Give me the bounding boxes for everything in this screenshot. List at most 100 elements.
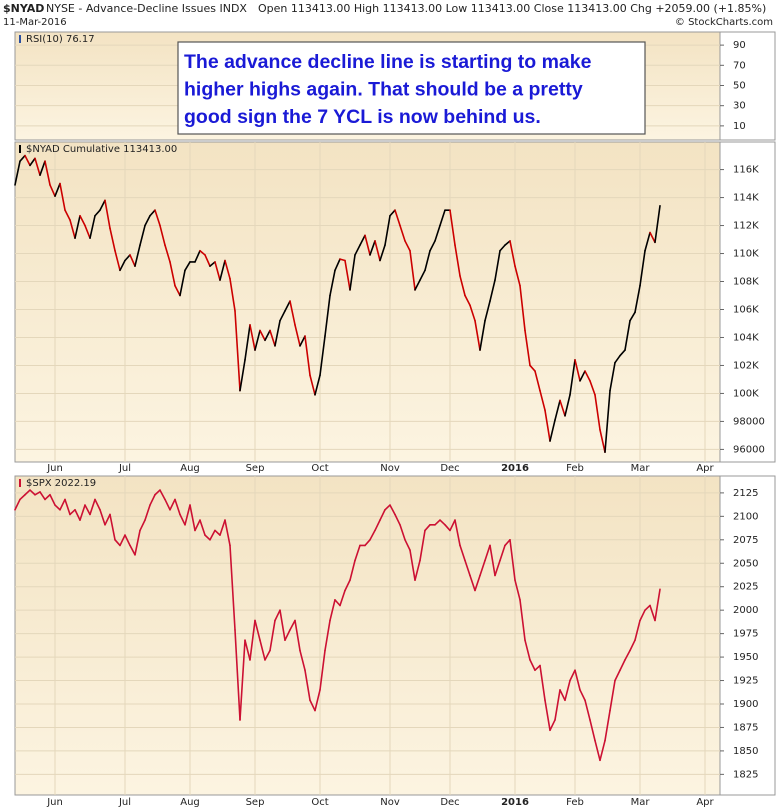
y-tick-label: 112K	[733, 221, 759, 232]
line-segment	[344, 579, 351, 592]
y-tick-label: 98000	[733, 416, 765, 427]
line-segment	[144, 214, 151, 227]
x-tick-label: Jul	[118, 463, 131, 474]
x-tick-label: Mar	[631, 463, 651, 474]
annotation-text: The advance decline line is starting to …	[184, 51, 592, 73]
line-segment	[479, 319, 486, 351]
line-segment	[534, 370, 541, 392]
line-segment	[364, 538, 371, 547]
line-segment	[579, 689, 586, 702]
line-segment	[504, 538, 511, 547]
line-segment	[174, 498, 181, 516]
line-segment	[544, 409, 551, 442]
line-segment	[79, 504, 86, 521]
annotation-box	[177, 41, 646, 135]
line-segment	[319, 649, 326, 691]
line-segment	[329, 599, 336, 622]
line-segment	[184, 261, 191, 272]
line-segment	[159, 489, 166, 501]
line-segment	[14, 498, 21, 511]
line-segment	[614, 354, 621, 364]
line-segment	[314, 689, 321, 712]
line-segment	[249, 324, 256, 351]
line-segment	[119, 259, 126, 272]
y-tick-label: 2075	[733, 535, 758, 546]
x-tick-label: Sep	[246, 797, 265, 808]
x-tick-label: Oct	[311, 797, 328, 808]
line-segment	[339, 589, 346, 607]
date: 11-Mar-2016	[3, 17, 67, 28]
line-segment	[624, 319, 631, 351]
line-segment	[649, 604, 656, 622]
line-segment	[444, 523, 451, 532]
line-segment	[224, 519, 231, 547]
line-segment	[459, 275, 466, 297]
line-segment	[554, 399, 561, 421]
line-segment	[294, 324, 301, 347]
panel-title: $SPX 2022.19	[26, 478, 96, 489]
line-segment	[469, 574, 476, 592]
x-tick-label: Jun	[46, 797, 63, 808]
line-segment	[519, 599, 526, 641]
line-segment	[294, 619, 301, 652]
line-segment	[44, 160, 51, 186]
line-segment	[24, 489, 31, 496]
panel-title: $NYAD Cumulative 113413.00	[26, 144, 177, 155]
x-tick-label: Nov	[380, 463, 400, 474]
line-segment	[349, 254, 356, 291]
line-segment	[49, 493, 56, 506]
line-segment	[259, 639, 266, 661]
line-segment	[409, 549, 416, 581]
y-tick-label: 110K	[733, 249, 759, 260]
line-segment	[654, 588, 661, 622]
annotation-text: good sign the 7 YCL is now behind us.	[184, 106, 541, 128]
y-tick-label: 2125	[733, 488, 758, 499]
line-segment	[564, 394, 571, 417]
line-segment	[74, 214, 81, 239]
line-segment	[484, 544, 491, 562]
line-segment	[394, 513, 401, 526]
line-segment	[49, 184, 56, 197]
line-segment	[59, 182, 66, 211]
y-tick-label: 2050	[733, 558, 758, 569]
line-segment	[39, 160, 46, 176]
line-segment	[154, 489, 161, 496]
line-segment	[289, 619, 296, 631]
line-segment	[494, 249, 501, 281]
line-segment	[94, 209, 101, 217]
line-segment	[474, 574, 481, 592]
line-segment	[524, 329, 531, 367]
line-segment	[489, 279, 496, 302]
line-segment	[89, 214, 96, 239]
line-segment	[614, 669, 621, 682]
line-segment	[334, 258, 341, 272]
line-segment	[309, 699, 316, 712]
line-segment	[19, 154, 26, 162]
x-tick-label: Jul	[118, 797, 131, 808]
line-segment	[419, 269, 426, 281]
line-segment	[354, 244, 361, 256]
x-tick-label: Mar	[631, 797, 651, 808]
line-segment	[344, 259, 351, 291]
y-tick-label: 30	[733, 101, 746, 112]
line-segment	[559, 689, 566, 702]
line-segment	[434, 224, 441, 242]
line-segment	[214, 529, 221, 536]
line-segment	[494, 559, 501, 577]
line-segment	[364, 234, 371, 256]
line-segment	[159, 224, 166, 246]
line-segment	[194, 249, 201, 263]
line-segment	[439, 519, 446, 526]
line-segment	[94, 498, 101, 511]
line-segment	[584, 370, 591, 382]
y-tick-label: 50	[733, 80, 746, 91]
quote: Open 113413.00 High 113413.00 Low 113413…	[258, 2, 766, 15]
line-segment	[199, 249, 206, 256]
line-segment	[569, 669, 576, 682]
line-segment	[194, 519, 201, 532]
line-segment	[394, 209, 401, 227]
line-segment	[529, 659, 536, 672]
line-segment	[509, 240, 516, 267]
y-tick-label: 70	[733, 60, 746, 71]
line-segment	[604, 389, 611, 454]
